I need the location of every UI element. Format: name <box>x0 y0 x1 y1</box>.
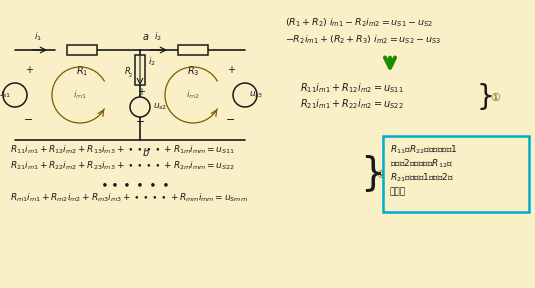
Text: −: − <box>136 117 146 127</box>
Text: ①: ① <box>490 93 500 103</box>
Text: $R$: $R$ <box>124 65 131 75</box>
Circle shape <box>3 83 27 107</box>
Text: $i_2$: $i_2$ <box>148 56 156 68</box>
Text: $u_{s1}$: $u_{s1}$ <box>0 90 11 100</box>
Text: $R_{21}$代表网孔1和网孔2的: $R_{21}$代表网孔1和网孔2的 <box>390 172 454 184</box>
Text: 互阻。: 互阻。 <box>390 187 406 196</box>
Text: $i_{m2}$: $i_{m2}$ <box>186 89 200 101</box>
Text: 和网孔2的自阻；用$R_{12}$、: 和网孔2的自阻；用$R_{12}$、 <box>390 158 453 170</box>
Text: $i_{m1}$: $i_{m1}$ <box>73 89 87 101</box>
Text: $R_{11}i_{m1}+R_{12}i_{m2}=u_{S11}$: $R_{11}i_{m1}+R_{12}i_{m2}=u_{S11}$ <box>300 81 404 95</box>
Circle shape <box>233 83 257 107</box>
Text: $R_{21}i_{m1}+R_{22}i_{m2}+R_{23}i_{m3}+\bullet\bullet\bullet\bullet+R_{2m}i_{mm: $R_{21}i_{m1}+R_{22}i_{m2}+R_{23}i_{m3}+… <box>10 160 235 172</box>
Text: $\bullet\bullet\bullet\bullet\bullet\bullet$: $\bullet\bullet\bullet\bullet\bullet\bul… <box>100 177 169 190</box>
Text: a: a <box>143 32 149 42</box>
Bar <box>135 55 145 85</box>
Text: $i_1$: $i_1$ <box>34 31 42 43</box>
Text: $R_3$: $R_3$ <box>187 64 199 78</box>
Text: $(R_1+R_2)\ i_{m1}-R_2i_{m2}=u_{S1}-u_{S2}$: $(R_1+R_2)\ i_{m1}-R_2i_{m2}=u_{S1}-u_{S… <box>285 17 433 29</box>
FancyBboxPatch shape <box>383 136 529 212</box>
Circle shape <box>130 97 150 117</box>
Text: −: − <box>226 115 236 125</box>
Text: $R_{m1}i_{m1}+R_{m2}i_{m2}+R_{m3}i_{m3}+\bullet\bullet\bullet\bullet+R_{mm}i_{mm: $R_{m1}i_{m1}+R_{m2}i_{m2}+R_{m3}i_{m3}+… <box>10 192 248 204</box>
Text: b: b <box>143 148 149 158</box>
Text: $R_{11}$和$R_{22}$分别代表网孔1: $R_{11}$和$R_{22}$分别代表网孔1 <box>390 144 457 156</box>
Text: $\}$: $\}$ <box>360 154 382 194</box>
Text: $i_2$: $i_2$ <box>154 31 162 43</box>
Bar <box>178 45 208 55</box>
Text: $u_{s3}$: $u_{s3}$ <box>249 90 263 100</box>
Text: −: − <box>24 115 34 125</box>
Text: $R_{21}i_{m1}+R_{22}i_{m2}=u_{S22}$: $R_{21}i_{m1}+R_{22}i_{m2}=u_{S22}$ <box>300 97 404 111</box>
Text: +: + <box>137 87 145 97</box>
Text: +: + <box>25 65 33 75</box>
Text: +: + <box>227 65 235 75</box>
Text: $u_{s2}$: $u_{s2}$ <box>153 102 167 112</box>
Text: $R_1$: $R_1$ <box>76 64 88 78</box>
Text: $R_{11}i_{m1}+R_{12}i_{m2}+R_{13}i_{m3}+\bullet\bullet\bullet\bullet+R_{1m}i_{mm: $R_{11}i_{m1}+R_{12}i_{m2}+R_{13}i_{m3}+… <box>10 144 235 156</box>
Text: $_{2}$: $_{2}$ <box>128 72 133 80</box>
Text: $\}$: $\}$ <box>476 81 492 111</box>
Text: ②: ② <box>376 170 386 180</box>
Text: $-R_2i_{m1}+(R_2+R_3)\ i_{m2}=u_{S2}-u_{S3}$: $-R_2i_{m1}+(R_2+R_3)\ i_{m2}=u_{S2}-u_{… <box>285 34 441 46</box>
Bar <box>67 45 97 55</box>
